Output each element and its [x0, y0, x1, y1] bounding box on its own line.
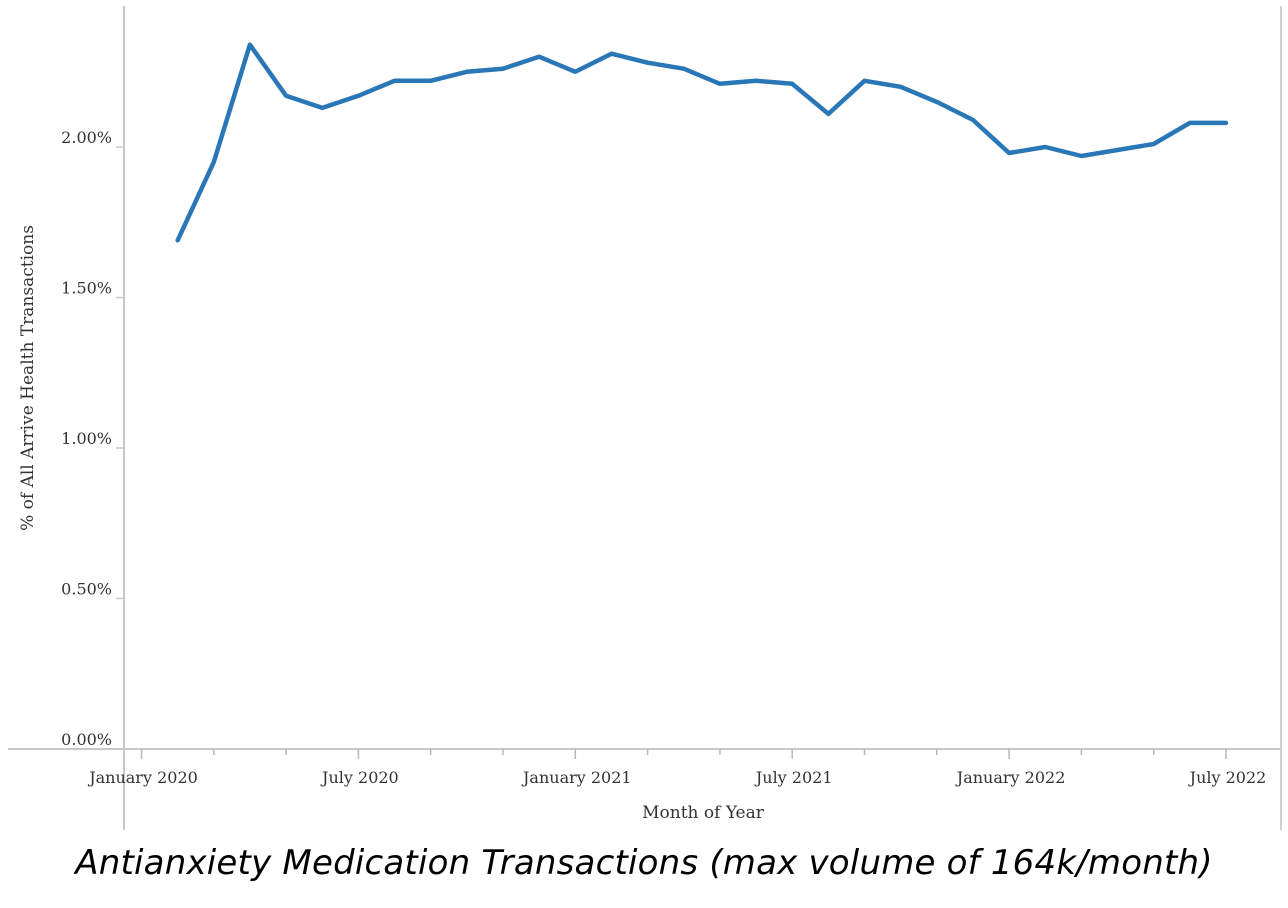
x-tick-label: January 2020	[87, 768, 198, 787]
chart-caption-title: Antianxiety Medication Transactions (max…	[75, 843, 1213, 883]
x-tick-label: January 2021	[521, 768, 632, 787]
y-tick-label: 1.50%	[61, 279, 112, 298]
y-axis-title: % of All Arrive Health Transactions	[18, 225, 38, 531]
x-tick-label: January 2022	[955, 768, 1066, 787]
y-tick-label: 1.00%	[61, 429, 112, 448]
y-tick-label: 0.00%	[61, 730, 112, 749]
x-tick-label: July 2021	[754, 768, 833, 787]
series-layer	[175, 42, 1229, 243]
x-tick-label: July 2022	[1188, 768, 1267, 787]
x-tick-label: July 2020	[320, 768, 399, 787]
y-tick-label: 0.50%	[61, 580, 112, 599]
x-axis-title: Month of Year	[642, 803, 765, 823]
series-line	[175, 42, 1229, 243]
x-axis-ticks: January 2020 July 2020 January 2021 July 20…	[87, 749, 1266, 787]
y-axis-ticks: 0.00% 0.50% 1.00% 1.50% 2.00%	[61, 128, 124, 750]
y-tick-label: 2.00%	[61, 128, 112, 147]
